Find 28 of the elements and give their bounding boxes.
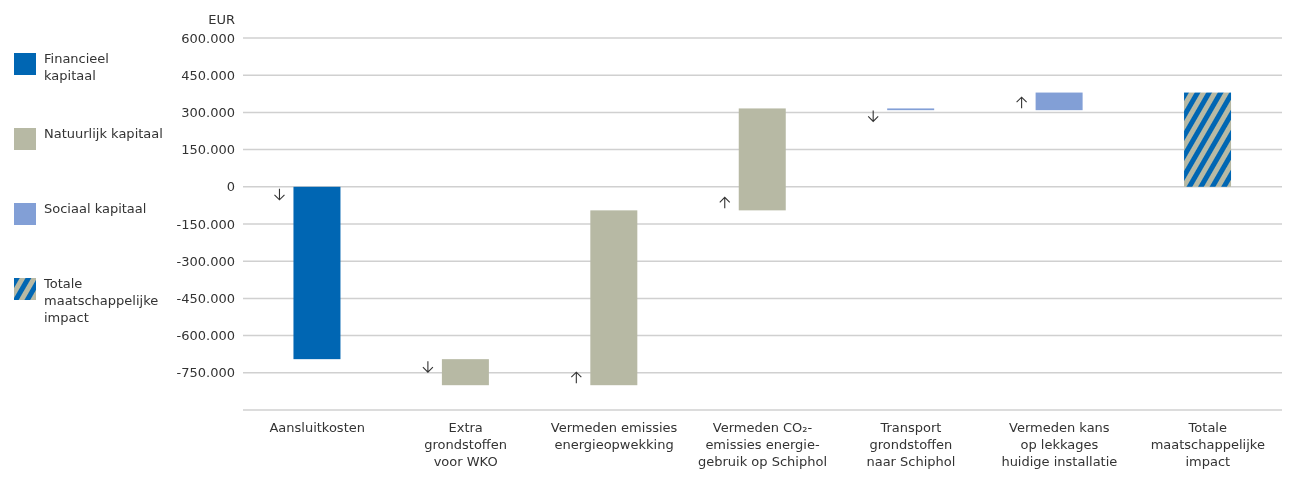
legend-label: Financieel kapitaal [44,50,109,84]
y-tick-label: 600.000 [181,30,235,46]
y-tick-label: -750.000 [176,365,235,381]
bar [590,210,638,386]
y-tick-label: -300.000 [176,253,235,269]
x-tick-label: Totale maatschappelijke impact [1150,420,1265,469]
x-tick-label: Vermeden kans op lekkages huidige installatie [1001,420,1118,469]
bar [1184,92,1232,187]
y-tick-label: -600.000 [176,328,235,344]
legend-label: Sociaal kapitaal [44,200,147,217]
x-tick-label: Vermeden emissies energieopwekking [550,420,678,452]
x-tick-label: Aansluitkosten [269,420,365,435]
legend-label: Natuurlijk kapitaal [44,125,163,142]
y-axis-title: EUR [207,12,235,27]
bar [738,108,786,211]
x-tick-label: Vermeden CO₂- emissies energie- gebruik op Schiphol [697,420,828,469]
bar [1035,92,1083,111]
bar [293,186,341,360]
bar [441,359,489,386]
legend-label: Totale maatschappelijke impact [44,275,159,326]
y-tick-label: -450.000 [176,291,235,307]
y-tick-label: 450.000 [181,67,235,83]
y-tick-label: 300.000 [181,105,235,121]
y-tick-label: -150.000 [176,216,235,232]
x-tick-label: Transport grondstoffen naar Schiphol [866,420,956,469]
y-tick-label: 150.000 [181,142,235,158]
x-tick-label: Extra grondstoffen voor WKO [424,420,508,469]
y-tick-label: 0 [226,179,235,195]
